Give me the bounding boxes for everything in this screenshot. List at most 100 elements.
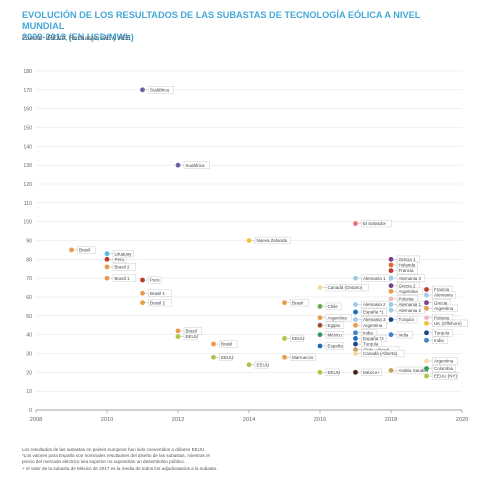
point-label: Brasil [221, 342, 232, 347]
data-point [388, 268, 394, 274]
point-label: Grecia 1 [399, 257, 417, 262]
y-tick-label: 100 [23, 220, 32, 226]
data-point [317, 315, 323, 321]
point-label-box [361, 368, 383, 376]
data-point [140, 87, 145, 93]
data-point [353, 302, 358, 307]
point-label: Arabia Saudita [399, 368, 429, 373]
chart-source: Fuente: IRENA, Recharge, AIE y AEE [22, 35, 131, 42]
data-point [388, 368, 394, 373]
data-point [388, 302, 394, 307]
point-label: EEUU [186, 334, 199, 339]
point-label-box [112, 255, 127, 263]
point-label: Brasil 2 [150, 300, 166, 305]
data-point [140, 277, 145, 283]
point-label: Francia [434, 287, 450, 292]
point-label-box [432, 357, 458, 365]
point-label-box [325, 283, 369, 292]
point-label-box [396, 274, 425, 282]
point-label-box [361, 349, 405, 358]
y-tick-label: 70 [26, 276, 32, 282]
data-point [282, 354, 287, 360]
data-point [104, 256, 110, 262]
data-point [424, 305, 429, 311]
data-point [424, 292, 429, 298]
point-label: India [399, 332, 409, 337]
data-point [317, 322, 323, 328]
point-label: Sudáfrica [186, 163, 206, 168]
y-tick-label: 180 [23, 69, 32, 75]
point-label: Brasil [292, 300, 303, 305]
data-point [353, 309, 358, 315]
point-label: Argentina [434, 306, 454, 311]
data-point [246, 362, 252, 368]
y-tick-label: 80 [26, 257, 32, 263]
point-label: Alemania 1 [363, 276, 386, 281]
data-point [211, 354, 216, 360]
data-point [211, 341, 216, 347]
y-tick-label: 140 [23, 144, 32, 150]
data-point [246, 238, 252, 243]
data-point [424, 330, 429, 336]
point-label: Chile y Brasil [363, 347, 389, 352]
data-point [140, 300, 145, 306]
chart-notes: Los resultados de las subastas en países… [22, 447, 462, 472]
point-label: UK (Offshore) [434, 321, 462, 326]
point-label-box [432, 364, 456, 373]
point-label: Francia [399, 268, 415, 273]
data-point [424, 373, 429, 379]
data-point [353, 341, 358, 347]
point-label: Alemania 2 [363, 302, 386, 307]
point-label-box [432, 291, 456, 299]
point-label-box [396, 306, 425, 314]
data-point [424, 337, 429, 343]
data-point [175, 162, 181, 168]
point-label: Polonia [399, 296, 415, 301]
point-label-box [325, 302, 342, 311]
y-tick-label: 120 [23, 182, 32, 188]
data-point [104, 264, 110, 270]
point-label: Marruecos [292, 355, 314, 360]
x-tick-label: 2018 [385, 417, 397, 423]
point-label: Alemania 3 [399, 276, 422, 281]
point-label: India [434, 338, 444, 343]
y-tick-label: 90 [26, 239, 32, 245]
point-label: Argentina [434, 359, 454, 364]
data-point [424, 300, 429, 306]
point-label: Nueva Zelanda [257, 238, 288, 243]
point-label: EEUU [292, 336, 305, 341]
y-tick-label: 170 [23, 88, 32, 94]
point-label-box [396, 331, 413, 339]
point-label-box [432, 372, 458, 380]
y-tick-label: 130 [23, 163, 32, 169]
point-label-box [325, 321, 345, 329]
chart-note: *Los valores para España son nominales r… [22, 453, 210, 459]
data-point [424, 366, 429, 371]
data-point [424, 287, 429, 292]
point-label: Turquía [363, 342, 379, 347]
y-tick-label: 60 [26, 295, 32, 301]
y-tick-label: 30 [26, 352, 32, 358]
point-label: Canadá (Alberta) [363, 351, 398, 356]
data-point [317, 304, 323, 309]
point-label-box [396, 315, 418, 324]
axis-layer: 0 10 20 30 40 50 60 70 80 90 100 110 120 130 140 150 160… [23, 69, 468, 423]
point-label-box [432, 319, 468, 327]
data-point [424, 315, 429, 321]
data-point [282, 336, 287, 341]
point-label: Holanda [399, 263, 416, 268]
point-label: España *2 [363, 336, 384, 341]
x-tick-label: 2014 [243, 417, 255, 423]
point-label: Uruguay [115, 251, 133, 256]
point-label-box [219, 353, 233, 361]
point-label: Brasil 1 [115, 276, 131, 281]
data-point [353, 330, 358, 336]
data-point [388, 296, 394, 302]
data-point [353, 347, 358, 353]
data-point [317, 343, 323, 349]
y-tick-label: 160 [23, 107, 32, 113]
x-tick-label: 2020 [456, 417, 468, 423]
data-point [388, 288, 394, 294]
point-label: Alemania 2 [399, 308, 422, 313]
